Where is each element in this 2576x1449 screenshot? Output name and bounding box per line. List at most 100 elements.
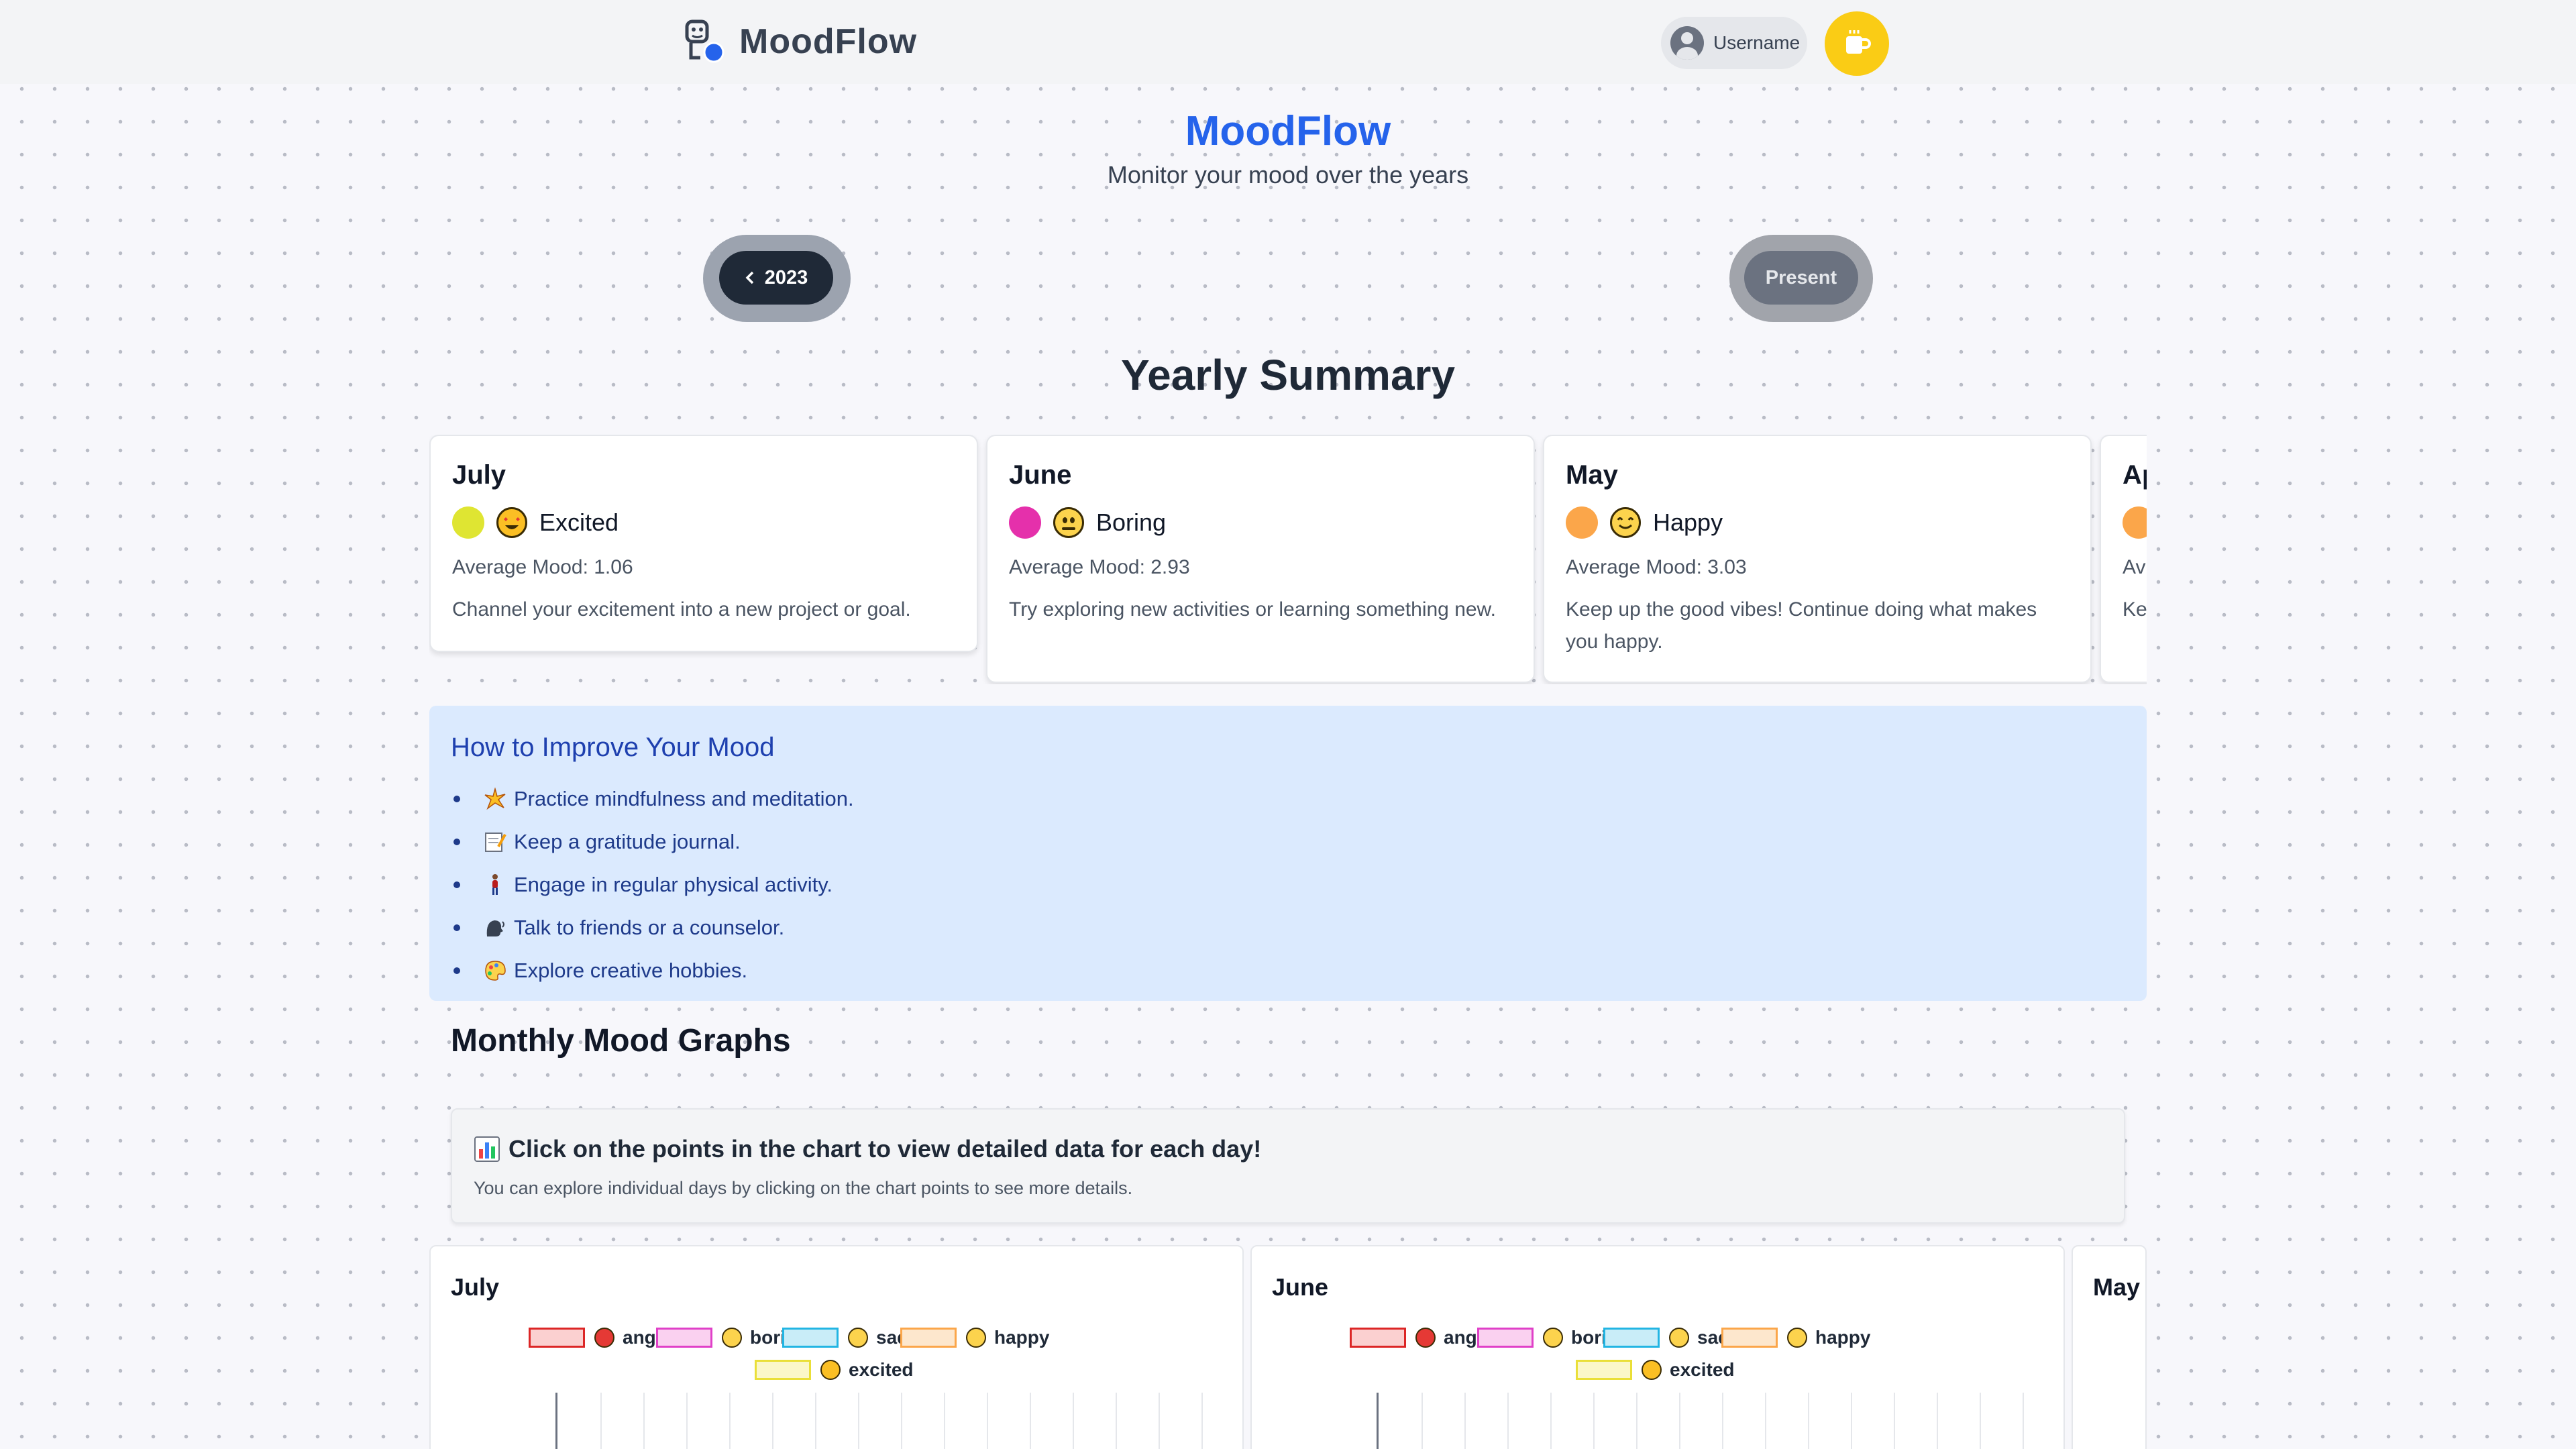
present-button[interactable]: Present (1744, 251, 1858, 305)
legend-label: excited (849, 1359, 914, 1380)
chart-gridline (686, 1393, 688, 1449)
legend-label: excited (1670, 1359, 1735, 1380)
legend-swatch (656, 1328, 712, 1348)
chart-gridline (1722, 1393, 1723, 1449)
chart-gridline (815, 1393, 816, 1449)
mood-color-dot (452, 506, 484, 539)
excited-face-icon (496, 507, 527, 538)
mood-color-dot (1566, 506, 1598, 539)
monthly-graphs-title: Monthly Mood Graphs (451, 1023, 791, 1059)
chart-info-box: Click on the points in the chart to view… (451, 1108, 2125, 1224)
legend-swatch (1477, 1328, 1534, 1348)
present-label: Present (1765, 266, 1837, 288)
list-item: Explore creative hobbies. (451, 949, 2125, 992)
mood-tip: Ke yo (2123, 598, 2147, 621)
user-avatar-icon (1670, 26, 1704, 60)
bar-chart-icon (474, 1136, 500, 1162)
legend-item-sad[interactable]: sad (782, 1327, 908, 1348)
chart-gridline (1636, 1393, 1638, 1449)
month-card-june[interactable]: June Boring Average Mood: 2.93 Try explo… (986, 435, 1535, 683)
card-month: June (1009, 460, 1072, 490)
legend-swatch (900, 1328, 957, 1348)
chart-plot-area[interactable] (555, 1393, 1206, 1449)
page-title: MoodFlow (1185, 108, 1391, 154)
legend-item-happy[interactable]: happy (900, 1327, 1049, 1348)
legend-swatch (1603, 1328, 1660, 1348)
chevron-left-icon (745, 271, 753, 284)
average-mood: Average Mood: 1.06 (452, 556, 633, 578)
graph-month-title: June (1272, 1273, 1329, 1301)
chart-gridline (1507, 1393, 1509, 1449)
mood-tip: Channel your excitement into a new proje… (452, 598, 911, 621)
walking-person-icon (483, 873, 507, 897)
legend-swatch (1576, 1360, 1632, 1380)
month-card-july[interactable]: July Excited Average Mood: 1.06 Channel … (429, 435, 978, 652)
chart-gridline (1421, 1393, 1423, 1449)
username-label: Username (1713, 32, 1801, 53)
list-item: Keep a gratitude journal. (451, 820, 2125, 863)
memo-icon (483, 830, 507, 854)
graph-month-title: May (2093, 1273, 2141, 1301)
graph-card-july[interactable]: July angry boring sad happy excited (429, 1245, 1244, 1449)
chart-gridline (1894, 1393, 1895, 1449)
chart-gridline (1851, 1393, 1852, 1449)
chart-gridline (1679, 1393, 1680, 1449)
graph-card-may[interactable]: May (2072, 1245, 2147, 1449)
card-month: Ap (2123, 460, 2147, 490)
month-card-may[interactable]: May Happy Average Mood: 3.03 Keep up the… (1543, 435, 2092, 683)
chart-gridline (772, 1393, 773, 1449)
prev-year-label: 2023 (764, 266, 808, 288)
legend-swatch (782, 1328, 839, 1348)
chart-gridline (1073, 1393, 1074, 1449)
chart-gridline (1550, 1393, 1552, 1449)
angry-face-icon (594, 1328, 614, 1348)
user-menu-button[interactable]: Username (1661, 17, 1807, 69)
chart-gridline (1116, 1393, 1117, 1449)
info-title: Click on the points in the chart to view… (508, 1135, 1262, 1163)
mood-logo-icon (684, 19, 727, 64)
angry-face-icon (1415, 1328, 1436, 1348)
improve-title: How to Improve Your Mood (451, 733, 775, 762)
sad-face-icon (1669, 1328, 1689, 1348)
legend-item-angry[interactable]: angry (529, 1327, 674, 1348)
coffee-button[interactable] (1825, 11, 1889, 76)
legend-item-angry[interactable]: angry (1350, 1327, 1495, 1348)
boring-face-icon (1543, 1328, 1563, 1348)
happy-face-icon (966, 1328, 986, 1348)
chart-gridline (643, 1393, 645, 1449)
list-item: Practice mindfulness and meditation. (451, 777, 2125, 820)
excited-face-icon (820, 1360, 841, 1380)
average-mood: Average Mood: 3.03 (1566, 556, 1747, 578)
brand-name: MoodFlow (739, 22, 918, 61)
improve-tips-list: Practice mindfulness and meditation. Kee… (451, 777, 2125, 992)
legend-item-excited[interactable]: excited (755, 1359, 914, 1381)
legend-item-excited[interactable]: excited (1576, 1359, 1735, 1381)
chart-gridline (1159, 1393, 1160, 1449)
yearly-summary-title: Yearly Summary (1120, 351, 1456, 399)
mood-tip: Try exploring new activities or learning… (1009, 598, 1496, 621)
legend-item-sad[interactable]: sad (1603, 1327, 1729, 1348)
excited-face-icon (1642, 1360, 1662, 1380)
average-mood: Av (2123, 556, 2146, 578)
chart-gridline (1937, 1393, 1938, 1449)
chart-gridline (1765, 1393, 1766, 1449)
prev-year-button[interactable]: 2023 (719, 251, 833, 305)
chart-gridline (2023, 1393, 2024, 1449)
list-item: Talk to friends or a counselor. (451, 906, 2125, 949)
chart-gridline (1593, 1393, 1595, 1449)
chart-plot-area[interactable] (1377, 1393, 2027, 1449)
graph-card-june[interactable]: June angry boring sad happy excited (1250, 1245, 2065, 1449)
mood-color-dot (1009, 506, 1041, 539)
mood-color-dot (2123, 506, 2147, 539)
chart-gridline (1464, 1393, 1466, 1449)
month-card-april[interactable]: Ap Av Ke yo (2100, 435, 2147, 683)
chart-gridline (1808, 1393, 1809, 1449)
legend-swatch (1721, 1328, 1778, 1348)
legend-item-happy[interactable]: happy (1721, 1327, 1870, 1348)
legend-label: happy (994, 1327, 1050, 1348)
brand-logo[interactable]: MoodFlow (684, 19, 917, 64)
graph-month-title: July (451, 1273, 500, 1301)
neutral-face-icon (1053, 507, 1084, 538)
month-cards-carousel[interactable]: July Excited Average Mood: 1.06 Channel … (429, 435, 2147, 684)
card-month: July (452, 460, 506, 490)
